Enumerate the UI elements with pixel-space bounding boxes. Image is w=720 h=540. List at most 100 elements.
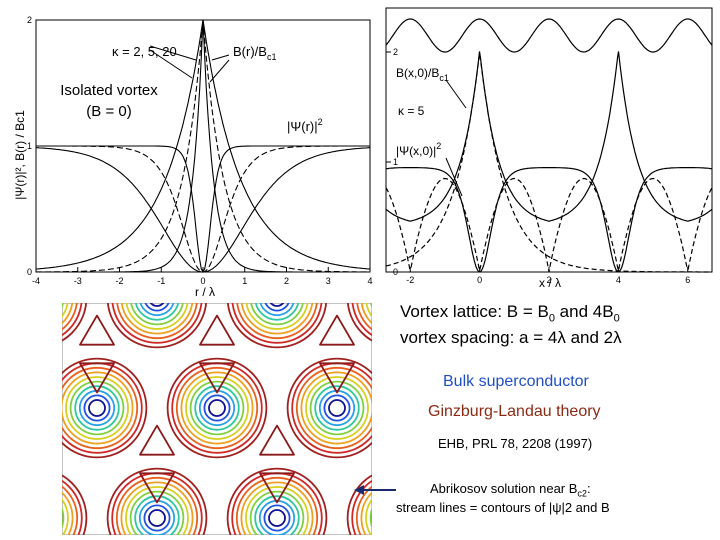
left-xtick-label: 2: [284, 276, 289, 286]
right-xtick-label: 0: [477, 275, 482, 285]
right-ytick-label: 1: [393, 157, 398, 167]
B-isolated-dashed: [385, 53, 712, 273]
right-axes: -2 0 2 4 6 0 1 2: [385, 7, 713, 285]
contour-ring: [328, 399, 346, 417]
right-xtick-label: 4: [616, 275, 621, 285]
vortex-lattice-line: Vortex lattice: B = B0 and 4B0: [400, 302, 620, 325]
contour-ring: [309, 380, 365, 436]
contour-ring: [351, 479, 372, 535]
right-psi-annotation: |Ψ(x,0)|2: [396, 141, 441, 158]
contour-ring: [300, 371, 372, 445]
contour-ring: [106, 467, 208, 535]
contour-ring: [245, 303, 309, 330]
B-lattice-4lambda: [385, 51, 713, 222]
contour-ring: [175, 366, 259, 450]
contour-ring: [203, 394, 231, 422]
interstitial-contour: [259, 472, 295, 504]
left-xtick-label: 0: [200, 276, 205, 286]
contour-ring: [295, 366, 372, 450]
left-xtick-label: -3: [74, 276, 82, 286]
right-ytick-label: 0: [393, 267, 398, 277]
contour-ring: [62, 366, 139, 450]
contour-ring: [259, 303, 295, 317]
contour-ring: [305, 376, 369, 440]
interstitial-contour: [139, 472, 175, 504]
contour-ring: [369, 507, 372, 529]
contour-ring: [235, 476, 319, 535]
isolated-vortex-chart: -4 -3 -2 -1 0 1 2 3 4 0 1 2 |Ψ(r)|², B(r) / Bc1 r /…: [13, 15, 373, 299]
abrikosov-contour-plot: [62, 303, 372, 535]
isolated-vortex-label: Isolated vortex (B = 0): [40, 80, 178, 126]
contour-ring: [208, 399, 226, 417]
contour-ring: [355, 485, 372, 535]
contour-ring: [189, 380, 245, 436]
contour-ring: [148, 509, 166, 527]
interstitial-contour: [319, 362, 355, 394]
left-axes: -4 -3 -2 -1 0 1 2 3 4 0 1 2: [27, 15, 373, 286]
interstitial-contour: [79, 362, 115, 394]
contour-ring: [83, 394, 111, 422]
contour-ring: [134, 303, 180, 321]
contour-ring: [143, 504, 171, 532]
interstitial-contour: [199, 314, 235, 346]
left-xlabel: r / λ: [195, 285, 215, 299]
right-ytick-label: 2: [393, 47, 398, 57]
contour-ring: [111, 303, 203, 344]
contour-ring: [360, 491, 372, 535]
psi-curve-kappa-20: [36, 145, 370, 274]
contour-ring: [365, 498, 372, 535]
contour-ring: [323, 394, 351, 422]
contour-ring: [62, 474, 88, 535]
contour-ring: [144, 303, 170, 312]
left-ytick-label: 0: [27, 267, 32, 277]
contour-ring: [254, 303, 300, 321]
interstitial-contour: [259, 424, 295, 456]
right-xtick-label: 6: [685, 275, 690, 285]
left-ytick-label: 2: [27, 15, 32, 25]
contour-ring: [236, 303, 318, 340]
psi-curve-kappa-5: [36, 145, 370, 273]
contour-ring: [180, 371, 254, 445]
contour-ring: [139, 303, 175, 317]
psi-lattice-2lambda: [385, 177, 713, 273]
contour-ring: [346, 474, 372, 535]
contour-ring: [65, 376, 129, 440]
right-B-annotation: B(x,0)/Bc1: [396, 66, 449, 83]
contour-ring: [245, 486, 309, 535]
left-xtick-label: -2: [115, 276, 123, 286]
contour-ring: [130, 303, 184, 326]
contour-ring: [231, 303, 323, 344]
contour-ring: [250, 303, 304, 326]
kappa-annotation: κ = 2, 5, 20: [112, 44, 177, 59]
contour-ring: [74, 385, 120, 431]
contour-ring: [268, 509, 286, 527]
ginzburg-landau-title: Ginzburg-Landau theory: [428, 403, 601, 420]
contour-ring: [254, 495, 300, 535]
contour-ring: [134, 495, 180, 535]
psi-lattice-4lambda: [385, 167, 713, 273]
B-curve-kappa-2: [35, 19, 371, 270]
contour-ring: [62, 357, 148, 459]
contour-ring: [62, 485, 79, 535]
left-xtick-label: 4: [367, 276, 372, 286]
reference: EHB, PRL 78, 2208 (1997): [438, 436, 593, 451]
contour-ring: [106, 303, 208, 349]
contour-ring: [125, 486, 189, 535]
contour-ring: [62, 479, 83, 535]
isolated-vortex-line1: Isolated vortex: [60, 82, 158, 99]
left-curves: [35, 19, 371, 274]
contour-ring: [166, 357, 268, 459]
contour-ring: [194, 385, 240, 431]
isolated-vortex-line2: (B = 0): [86, 103, 132, 120]
contour-ring: [120, 481, 194, 535]
contour-ring: [149, 303, 165, 307]
vortex-spacing-line: vortex spacing: a = 4λ and 2λ: [400, 328, 622, 347]
psi-curve-kappa-2: [36, 147, 370, 273]
left-xtick-label: -4: [32, 276, 40, 286]
interstitial-contour: [79, 314, 115, 346]
contour-ring: [115, 476, 199, 535]
contour-ring: [125, 303, 189, 330]
interstitial-contour: [319, 314, 355, 346]
contour-ring: [185, 376, 249, 440]
left-ylabel: |Ψ(r)|², B(r) / Bc1: [13, 110, 27, 200]
